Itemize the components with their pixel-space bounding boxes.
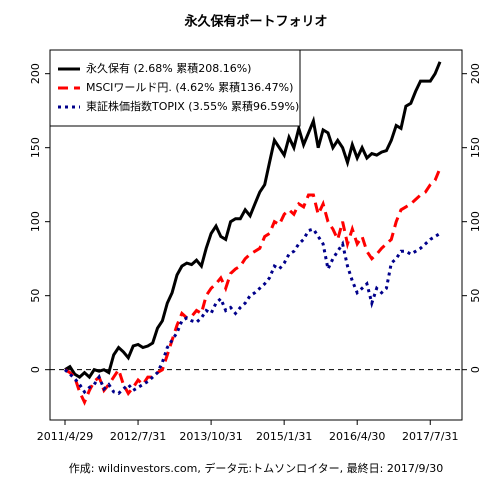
y2-tick-label: 50 <box>469 289 480 303</box>
x-tick-label: 2012/7/31 <box>110 430 166 443</box>
series-line <box>63 227 441 396</box>
x-tick-label: 2017/7/31 <box>402 430 458 443</box>
y-tick-label: 150 <box>29 137 42 158</box>
x-tick-label: 2015/1/31 <box>256 430 312 443</box>
y-tick-label: 50 <box>29 289 42 303</box>
x-tick-label: 2016/4/30 <box>329 430 385 443</box>
legend-label: MSCIワールド円. (4.62% 累積136.47%) <box>86 80 293 94</box>
legend-label: 永久保有 (2.68% 累積208.16%) <box>86 61 251 75</box>
caption: 作成: wildinvestors.com, データ元:トムソンロイター, 最終… <box>69 461 443 475</box>
chart-title: 永久保有ポートフォリオ <box>183 14 327 30</box>
y-tick-label: 100 <box>29 211 42 232</box>
series-line <box>64 167 442 406</box>
y2-tick-label: 200 <box>469 63 480 84</box>
legend-box <box>49 49 301 127</box>
y-tick-label: 0 <box>29 366 42 373</box>
y2-tick-label: 150 <box>469 137 480 158</box>
y2-tick-label: 100 <box>469 211 480 232</box>
x-tick-label: 2011/4/29 <box>37 430 93 443</box>
y2-tick-label: 0 <box>469 366 480 373</box>
y-tick-label: 200 <box>29 63 42 84</box>
series-line <box>64 61 442 380</box>
legend-label: 東証株価指数TOPIX (3.55% 累積96.59%) <box>86 99 299 113</box>
x-tick-label: 2013/10/31 <box>179 430 242 443</box>
